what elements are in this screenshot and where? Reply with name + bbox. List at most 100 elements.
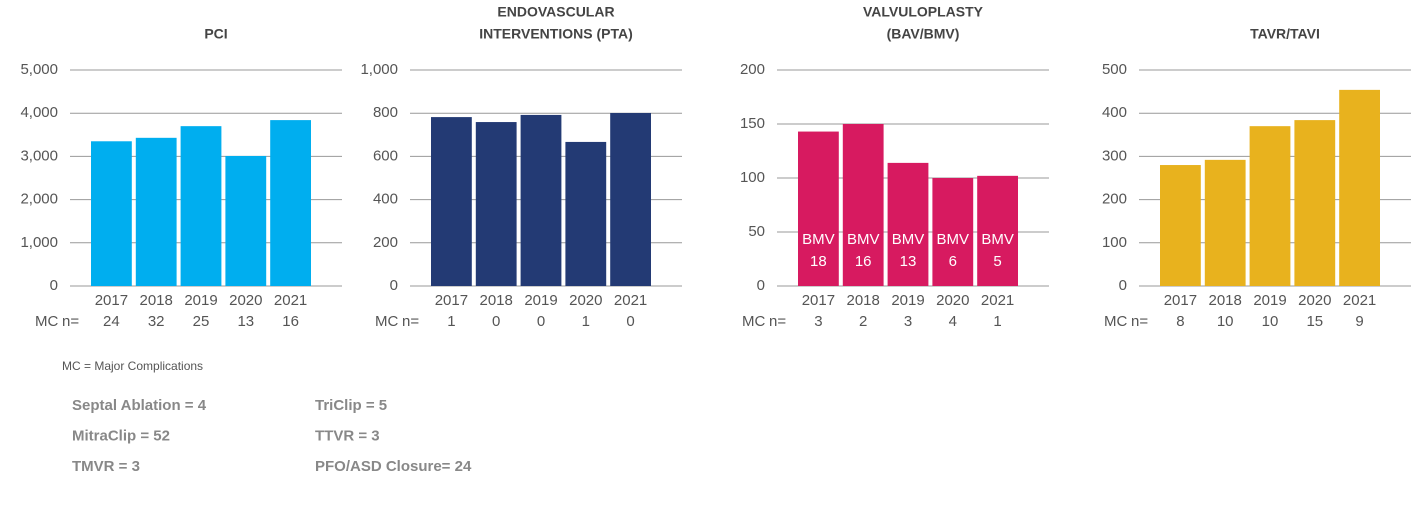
x-tick-label: 2021 (1343, 292, 1376, 309)
bar (1204, 159, 1246, 286)
mc-value: 10 (1217, 313, 1234, 330)
mc-value: 13 (237, 313, 254, 330)
bar-inner-label: BMV (981, 231, 1014, 248)
bar (932, 178, 974, 286)
y-tick-label: 400 (373, 191, 398, 208)
x-tick-label: 2020 (936, 292, 969, 309)
bar-inner-value: 13 (900, 253, 917, 270)
mc-value: 8 (1176, 313, 1184, 330)
bar (842, 124, 884, 286)
y-tick-label: 0 (1119, 277, 1127, 294)
x-tick-label: 2018 (480, 292, 513, 309)
x-tick-label: 2019 (891, 292, 924, 309)
y-tick-label: 500 (1102, 61, 1127, 78)
bar (431, 117, 472, 286)
y-tick-label: 4,000 (20, 104, 58, 121)
x-tick-label: 2020 (569, 292, 602, 309)
y-tick-label: 100 (1102, 234, 1127, 251)
mc-label: MC (375, 313, 398, 330)
x-tick-label: 2018 (140, 292, 173, 309)
mc-value: 16 (282, 313, 299, 330)
n-label: n= (769, 313, 786, 330)
y-tick-label: 800 (373, 104, 398, 121)
bar (887, 162, 929, 286)
procedure-count: Septal Ablation = 4 (72, 397, 207, 414)
procedure-count: MitraClip = 52 (72, 427, 170, 444)
bar (1249, 126, 1291, 286)
x-tick-label: 2019 (1253, 292, 1286, 309)
y-tick-label: 1,000 (360, 61, 398, 78)
n-label: n= (62, 313, 79, 330)
n-label: n= (402, 313, 419, 330)
mc-value: 4 (949, 313, 957, 330)
y-tick-label: 200 (373, 234, 398, 251)
bar (977, 175, 1018, 286)
x-tick-label: 2017 (802, 292, 835, 309)
mc-value: 1 (447, 313, 455, 330)
y-tick-label: 400 (1102, 104, 1127, 121)
bar (610, 112, 651, 286)
y-tick-label: 0 (390, 277, 398, 294)
mc-value: 15 (1306, 313, 1323, 330)
mc-value: 10 (1262, 313, 1279, 330)
y-tick-label: 3,000 (20, 147, 58, 164)
bar (1160, 165, 1201, 286)
x-tick-label: 2018 (847, 292, 880, 309)
bar-inner-label: BMV (847, 231, 880, 248)
mc-value: 0 (537, 313, 545, 330)
bar-inner-label: BMV (802, 231, 835, 248)
bar (91, 141, 132, 286)
procedure-count: TTVR = 3 (315, 427, 380, 444)
bar (1339, 89, 1380, 286)
footnote: MC = Major Complications (62, 359, 203, 373)
mc-value: 25 (193, 313, 210, 330)
mc-label: MC (1104, 313, 1127, 330)
y-tick-label: 150 (740, 115, 765, 132)
mc-value: 9 (1355, 313, 1363, 330)
mc-value: 0 (492, 313, 500, 330)
bar-inner-label: BMV (892, 231, 925, 248)
procedure-count: TMVR = 3 (72, 458, 140, 475)
mc-value: 1 (582, 313, 590, 330)
x-tick-label: 2017 (435, 292, 468, 309)
mc-value: 1 (993, 313, 1001, 330)
mc-value: 0 (626, 313, 634, 330)
mc-value: 3 (814, 313, 822, 330)
x-tick-label: 2019 (184, 292, 217, 309)
mc-value: 2 (859, 313, 867, 330)
bar-inner-value: 6 (949, 253, 957, 270)
x-tick-label: 2020 (1298, 292, 1331, 309)
mc-value: 24 (103, 313, 120, 330)
y-tick-label: 1,000 (20, 234, 58, 251)
mc-label: MC (742, 313, 765, 330)
x-tick-label: 2017 (95, 292, 128, 309)
y-tick-label: 50 (748, 223, 765, 240)
mc-label: MC (35, 313, 58, 330)
y-tick-label: 300 (1102, 147, 1127, 164)
bar-inner-value: 16 (855, 253, 872, 270)
chart-title: VALVULOPLASTY (863, 4, 984, 20)
y-tick-label: 200 (1102, 191, 1127, 208)
bar (475, 122, 517, 286)
bar (225, 155, 267, 286)
procedure-count: TriClip = 5 (315, 397, 387, 414)
y-tick-label: 5,000 (20, 61, 58, 78)
bar (1294, 120, 1336, 286)
procedure-count: PFO/ASD Closure= 24 (315, 458, 472, 475)
x-tick-label: 2021 (981, 292, 1014, 309)
mc-value: 3 (904, 313, 912, 330)
chart-title: PCI (204, 26, 227, 42)
chart-title: TAVR/TAVI (1250, 26, 1320, 42)
y-tick-label: 0 (757, 277, 765, 294)
bar (798, 131, 839, 286)
bar (565, 141, 607, 286)
x-tick-label: 2021 (274, 292, 307, 309)
x-tick-label: 2021 (614, 292, 647, 309)
y-tick-label: 0 (50, 277, 58, 294)
mc-value: 32 (148, 313, 165, 330)
x-tick-label: 2019 (524, 292, 557, 309)
y-tick-label: 100 (740, 169, 765, 186)
bar-inner-value: 5 (993, 253, 1001, 270)
y-tick-label: 600 (373, 147, 398, 164)
